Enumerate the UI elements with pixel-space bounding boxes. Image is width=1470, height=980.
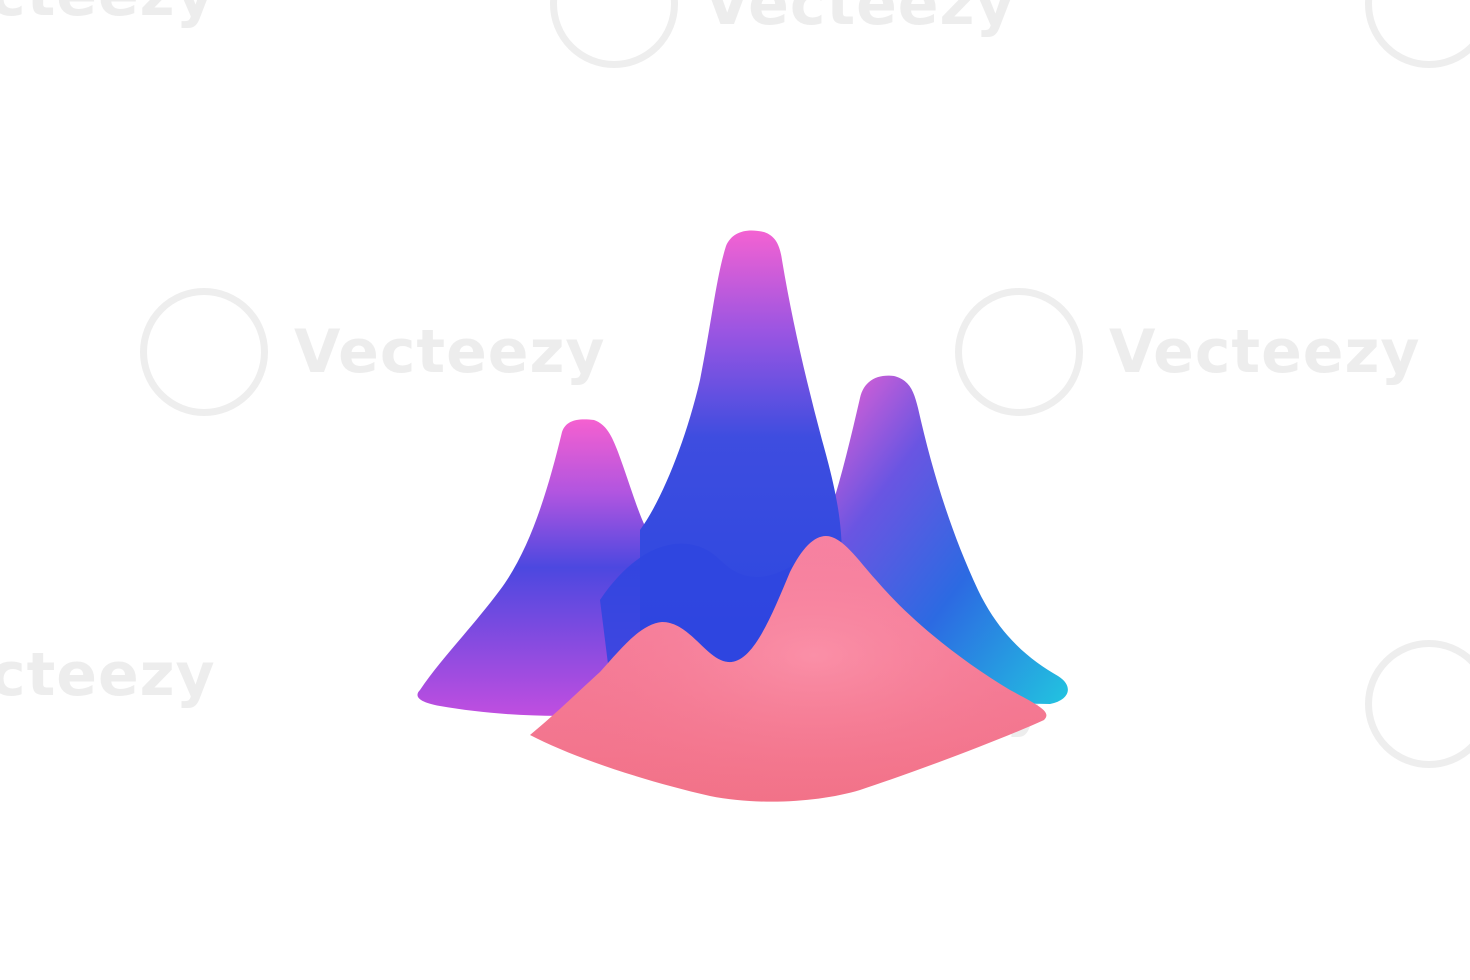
pink-base-highlight [530, 536, 1047, 802]
